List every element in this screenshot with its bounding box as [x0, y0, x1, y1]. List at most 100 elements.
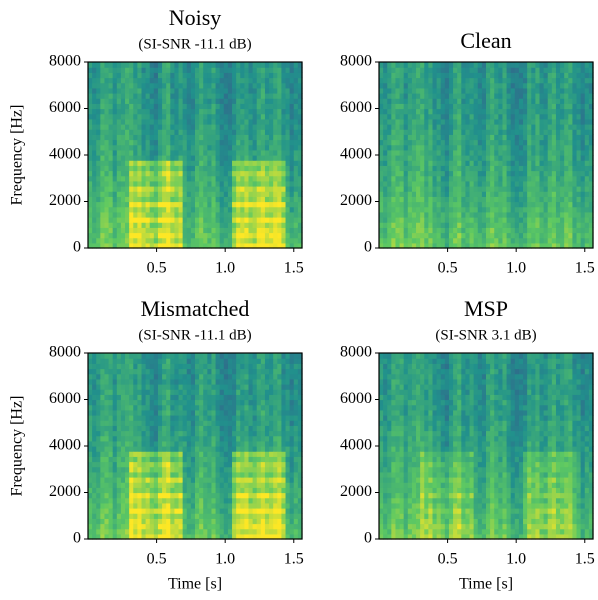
- spectrogram-cell: [100, 524, 105, 530]
- spectrogram-cell: [162, 227, 167, 233]
- spectrogram-cell: [540, 62, 545, 68]
- spectrogram-cell: [249, 67, 254, 73]
- spectrogram-cell: [129, 420, 134, 426]
- spectrogram-cell: [216, 150, 221, 156]
- spectrogram-cell: [478, 176, 483, 182]
- spectrogram-cell: [158, 498, 163, 504]
- spectrogram-cell: [490, 155, 495, 161]
- spectrogram-cell: [548, 78, 553, 84]
- spectrogram-cell: [109, 425, 114, 431]
- spectrogram-cell: [560, 238, 565, 244]
- spectrogram-cell: [457, 212, 462, 218]
- spectrogram-cell: [449, 233, 454, 239]
- spectrogram-cell: [121, 124, 126, 130]
- spectrogram-cell: [548, 93, 553, 99]
- spectrogram-cell: [224, 160, 229, 166]
- spectrogram-cell: [453, 181, 458, 187]
- spectrogram-cell: [474, 124, 479, 130]
- spectrogram-cell: [408, 129, 413, 135]
- spectrogram-cell: [568, 140, 573, 146]
- spectrogram-cell: [428, 134, 433, 140]
- spectrogram-cell: [170, 436, 175, 442]
- spectrogram-cell: [281, 129, 286, 135]
- spectrogram-cell: [400, 114, 405, 120]
- spectrogram-cell: [224, 171, 229, 177]
- spectrogram-cell: [228, 233, 233, 239]
- spectrogram-cell: [121, 441, 126, 447]
- spectrogram-cell: [465, 160, 470, 166]
- spectrogram-cell: [88, 62, 93, 68]
- spectrogram-cell: [88, 227, 93, 233]
- spectrogram-cell: [540, 134, 545, 140]
- spectrogram-cell: [150, 498, 155, 504]
- spectrogram-cell: [170, 227, 175, 233]
- spectrogram-cell: [261, 155, 266, 161]
- spectrogram-cell: [572, 202, 577, 208]
- spectrogram-cell: [191, 472, 196, 478]
- spectrogram-cell: [531, 72, 536, 78]
- spectrogram-cell: [228, 140, 233, 146]
- spectrogram-cell: [277, 109, 282, 115]
- spectrogram-cell: [232, 129, 237, 135]
- spectrogram-cell: [170, 202, 175, 208]
- spectrogram-cell: [523, 93, 528, 99]
- spectrogram-cell: [478, 114, 483, 120]
- spectrogram-cell: [150, 160, 155, 166]
- spectrogram-cell: [170, 103, 175, 109]
- spectrogram-cell: [220, 456, 225, 462]
- spectrogram-cell: [294, 212, 299, 218]
- spectrogram-cell: [412, 129, 417, 135]
- spectrogram-cell: [408, 217, 413, 223]
- spectrogram-cell: [92, 191, 97, 197]
- spectrogram-cell: [179, 425, 184, 431]
- spectrogram-cell: [211, 467, 216, 473]
- spectrogram-cell: [117, 508, 122, 514]
- spectrogram-cell: [441, 62, 446, 68]
- spectrogram-cell: [150, 124, 155, 130]
- spectrogram-cell: [404, 83, 409, 89]
- spectrogram-cell: [544, 150, 549, 156]
- spectrogram-cell: [577, 222, 582, 228]
- spectrogram-cell: [408, 103, 413, 109]
- spectrogram-cell: [162, 109, 167, 115]
- spectrogram-cell: [92, 518, 97, 524]
- spectrogram-cell: [142, 389, 147, 395]
- spectrogram-cell: [478, 78, 483, 84]
- spectrogram-cell: [104, 513, 109, 519]
- spectrogram-cell: [257, 129, 262, 135]
- spectrogram-cell: [125, 472, 130, 478]
- spectrogram-cell: [174, 441, 179, 447]
- spectrogram-cell: [544, 124, 549, 130]
- spectrogram-cell: [158, 503, 163, 509]
- spectrogram-cell: [224, 503, 229, 509]
- spectrogram-cell: [150, 374, 155, 380]
- spectrogram-cell: [117, 93, 122, 99]
- spectrogram-cell: [502, 129, 507, 135]
- spectrogram-cell: [166, 145, 171, 151]
- spectrogram-cell: [420, 186, 425, 192]
- spectrogram-cell: [461, 171, 466, 177]
- spectrogram-cell: [379, 109, 384, 115]
- spectrogram-cell: [199, 78, 204, 84]
- spectrogram-cell: [170, 140, 175, 146]
- spectrogram-cell: [129, 103, 134, 109]
- spectrogram-cell: [249, 103, 254, 109]
- spectrogram-cell: [125, 482, 130, 488]
- spectrogram-cell: [490, 114, 495, 120]
- spectrogram-cell: [433, 78, 438, 84]
- spectrogram-cell: [281, 191, 286, 197]
- spectrogram-cell: [240, 212, 245, 218]
- spectrogram-cell: [220, 171, 225, 177]
- spectrogram-cell: [540, 109, 545, 115]
- spectrogram-cell: [461, 191, 466, 197]
- spectrogram-cell: [269, 62, 274, 68]
- spectrogram-cell: [498, 196, 503, 202]
- spectrogram-cell: [150, 524, 155, 530]
- spectrogram-cell: [465, 202, 470, 208]
- spectrogram-cell: [383, 222, 388, 228]
- spectrogram-cell: [441, 238, 446, 244]
- spectrogram-cell: [121, 374, 126, 380]
- spectrogram-cell: [564, 134, 569, 140]
- spectrogram-cell: [535, 160, 540, 166]
- spectrogram-cell: [228, 165, 233, 171]
